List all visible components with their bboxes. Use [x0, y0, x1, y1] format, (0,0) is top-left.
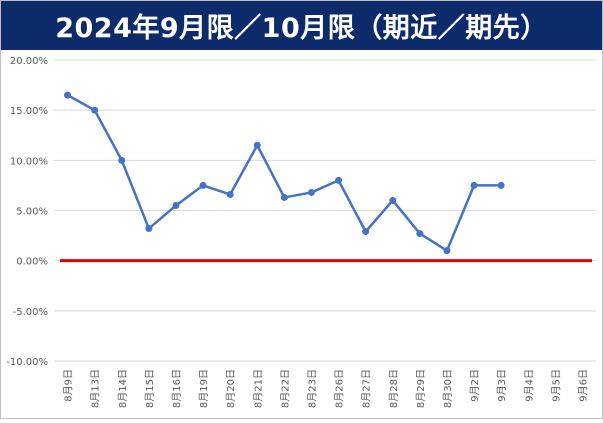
series-layer	[64, 91, 505, 255]
data-point	[416, 230, 424, 238]
data-point	[307, 188, 315, 196]
x-tick-label: 8月22日	[279, 369, 291, 408]
y-tick-label: 5.00%	[16, 207, 48, 218]
y-axis-ticks: 20.00% 15.00% 10.00% 5.00% 0.00% -5.00% -10.00…	[6, 56, 48, 368]
data-point	[362, 228, 370, 236]
x-tick-label: 8月9日	[63, 369, 75, 402]
y-tick-label: -5.00%	[13, 307, 48, 318]
y-tick-label: 0.00%	[16, 257, 48, 268]
y-tick-label: 15.00%	[10, 106, 48, 117]
line-chart: 20.00% 15.00% 10.00% 5.00% 0.00% -5.00% -10.00…	[6, 56, 596, 408]
x-tick-label: 8月16日	[171, 369, 183, 408]
series-line	[66, 94, 502, 252]
data-point	[443, 247, 451, 255]
x-axis-ticks: 8月9日 8月13日 8月14日 8月15日 8月16日 8月19日 8月20日 8月21日 8…	[63, 369, 590, 408]
x-tick-label: 8月30日	[442, 369, 454, 408]
x-tick-label: 8月19日	[198, 369, 210, 408]
x-tick-label: 8月29日	[415, 369, 427, 408]
x-tick-label: 8月13日	[90, 369, 102, 408]
x-tick-label: 8月26日	[334, 369, 346, 408]
data-point	[253, 141, 261, 149]
x-tick-label: 8月20日	[225, 369, 237, 408]
data-point	[199, 181, 207, 189]
data-point	[145, 225, 153, 233]
x-tick-label: 8月28日	[388, 369, 400, 408]
x-tick-label: 9月3日	[496, 369, 508, 402]
data-point	[470, 181, 478, 189]
data-point	[64, 91, 72, 99]
x-tick-label: 8月23日	[306, 369, 318, 408]
data-point	[226, 190, 234, 198]
chart-title: 2024年9月限／10月限（期近／期先）	[1, 1, 602, 50]
x-tick-label: 8月27日	[361, 369, 373, 408]
data-point	[280, 193, 288, 201]
x-tick-label: 8月15日	[144, 369, 156, 408]
x-tick-label: 9月4日	[523, 369, 535, 402]
x-tick-label: 9月5日	[550, 369, 562, 402]
gridlines	[54, 59, 596, 362]
data-point	[335, 176, 343, 184]
y-tick-label: 20.00%	[10, 56, 48, 67]
data-point	[172, 201, 180, 209]
y-tick-label: 10.00%	[10, 156, 48, 167]
data-point	[497, 181, 505, 189]
x-tick-label: 8月21日	[252, 369, 264, 408]
plot-area: 20.00% 15.00% 10.00% 5.00% 0.00% -5.00% -10.00…	[0, 50, 603, 419]
data-point	[389, 196, 397, 204]
y-tick-label: -10.00%	[6, 357, 48, 368]
x-tick-label: 8月14日	[117, 369, 129, 408]
data-point	[118, 156, 126, 164]
x-tick-label: 9月6日	[577, 369, 589, 402]
x-tick-label: 9月2日	[469, 369, 481, 402]
data-point	[91, 106, 99, 114]
